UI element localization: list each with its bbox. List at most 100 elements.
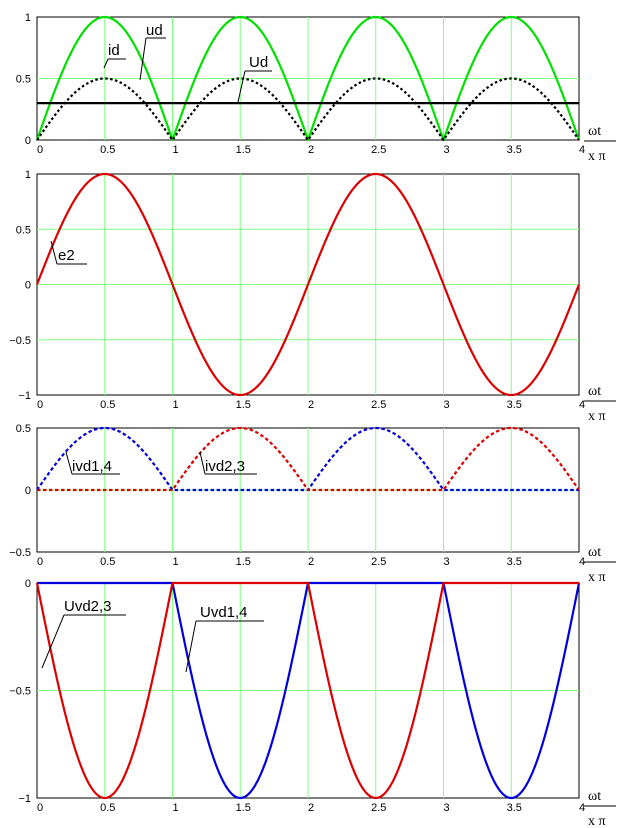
x-axis-unit: ωt x π bbox=[584, 789, 616, 828]
series-group bbox=[35, 15, 581, 142]
y-tick-labels: 00.51 bbox=[16, 12, 31, 147]
y-tick-label: −0.5 bbox=[9, 335, 31, 347]
series-name-ivd23: ivd2,3 bbox=[205, 458, 245, 475]
series-group bbox=[36, 426, 580, 492]
x-unit-bottom: x π bbox=[588, 814, 606, 828]
x-tick-label: 3.5 bbox=[507, 399, 522, 411]
x-tick-label: 0 bbox=[37, 802, 43, 814]
x-tick-label: 3 bbox=[443, 802, 449, 814]
x-unit-bottom: x π bbox=[588, 149, 606, 164]
y-tick-label: −0.5 bbox=[9, 686, 31, 698]
x-tick-label: 1 bbox=[172, 556, 178, 568]
x-tick-label: 1.5 bbox=[236, 399, 251, 411]
chart-panel-1: 00.51 0 0.5 1 1.5 2 2.5 3 3.5 4 ud id Ud ωt x π bbox=[16, 12, 616, 164]
y-tick-label: 0 bbox=[25, 135, 31, 147]
series-label-ud: ud bbox=[139, 22, 166, 81]
x-tick-label: 1.5 bbox=[236, 556, 251, 568]
y-tick-labels: −1 −0.5 0 0.5 1 bbox=[9, 169, 31, 402]
y-tick-label: 0.5 bbox=[16, 224, 31, 236]
series-name-Uvd23: Uvd2,3 bbox=[64, 598, 112, 615]
chart-panel-3: −0.5 0 0.5 0 0.5 1 1.5 2 2.5 3 3.5 4 ivd1,4 ivd2,3… bbox=[9, 423, 616, 585]
series-name-ivd14: ivd1,4 bbox=[72, 458, 112, 475]
series-label-ivd14: ivd1,4 bbox=[65, 451, 120, 475]
x-tick-labels: 0 0.5 1 1.5 2 2.5 3 3.5 4 bbox=[37, 399, 585, 411]
x-unit-top: ωt bbox=[588, 545, 601, 560]
y-tick-label: 1 bbox=[25, 12, 31, 24]
x-tick-label: 0.5 bbox=[100, 399, 115, 411]
y-tick-label: 0.5 bbox=[16, 74, 31, 86]
x-tick-label: 0 bbox=[37, 556, 43, 568]
x-unit-top: ωt bbox=[588, 789, 601, 804]
x-axis-unit: ωt x π bbox=[584, 545, 616, 585]
series-name-id: id bbox=[108, 42, 120, 59]
series-line-Uvd23 bbox=[35, 581, 580, 800]
series-label-e2: e2 bbox=[50, 240, 87, 265]
y-tick-label: −1 bbox=[18, 793, 31, 805]
x-axis-unit: ωt x π bbox=[584, 384, 616, 424]
series-name-Ud: Ud bbox=[249, 54, 268, 71]
x-tick-label: 4 bbox=[579, 556, 585, 568]
series-label-ivd23: ivd2,3 bbox=[199, 451, 257, 475]
x-tick-label: 3 bbox=[443, 399, 449, 411]
x-axis-unit: ωt x π bbox=[584, 124, 616, 164]
x-unit-bottom: x π bbox=[588, 570, 606, 585]
x-tick-label: 2 bbox=[308, 802, 314, 814]
series-group bbox=[35, 172, 581, 397]
x-tick-label: 2.5 bbox=[371, 802, 386, 814]
x-tick-label: 2 bbox=[308, 144, 314, 156]
x-tick-label: 1 bbox=[172, 802, 178, 814]
x-tick-label: 0.5 bbox=[100, 802, 115, 814]
y-tick-label: −1 bbox=[18, 390, 31, 402]
x-tick-label: 4 bbox=[579, 802, 585, 814]
x-unit-bottom: x π bbox=[588, 409, 606, 424]
grid-lines bbox=[37, 583, 579, 798]
series-line-e2 bbox=[35, 172, 581, 397]
x-tick-label: 2.5 bbox=[371, 556, 386, 568]
x-tick-label: 4 bbox=[579, 144, 585, 156]
series-name-e2: e2 bbox=[58, 247, 75, 264]
chart-panel-2: −1 −0.5 0 0.5 1 0 0.5 1 1.5 2 2.5 3 3.5 4 e2 ωt x π bbox=[9, 169, 616, 424]
x-tick-label: 3.5 bbox=[507, 144, 522, 156]
grid-lines bbox=[37, 17, 579, 140]
x-tick-label: 3.5 bbox=[507, 556, 522, 568]
y-tick-label: 0 bbox=[25, 578, 31, 590]
x-tick-label: 1.5 bbox=[236, 802, 251, 814]
series-label-Uvd23: Uvd2,3 bbox=[41, 598, 126, 669]
x-tick-label: 1 bbox=[172, 144, 178, 156]
series-line-ud bbox=[35, 15, 581, 142]
y-tick-label: 0 bbox=[25, 280, 31, 292]
x-tick-label: 2 bbox=[308, 399, 314, 411]
y-tick-labels: −1 −0.5 0 bbox=[9, 578, 31, 805]
x-tick-label: 0 bbox=[37, 399, 43, 411]
x-tick-label: 4 bbox=[579, 399, 585, 411]
y-tick-label: 0 bbox=[25, 485, 31, 497]
series-name-ud: ud bbox=[146, 22, 163, 39]
x-tick-labels: 0 0.5 1 1.5 2 2.5 3 3.5 4 bbox=[37, 556, 585, 568]
x-tick-label: 0 bbox=[37, 144, 43, 156]
x-tick-label: 0.5 bbox=[100, 144, 115, 156]
x-tick-label: 1 bbox=[172, 399, 178, 411]
y-tick-labels: −0.5 0 0.5 bbox=[9, 423, 31, 559]
x-unit-top: ωt bbox=[588, 384, 601, 399]
x-tick-label: 2.5 bbox=[371, 399, 386, 411]
series-line-ivd23 bbox=[36, 426, 580, 492]
x-tick-label: 2 bbox=[308, 556, 314, 568]
series-label-id: id bbox=[103, 42, 126, 69]
y-tick-label: 1 bbox=[25, 169, 31, 181]
x-tick-labels: 0 0.5 1 1.5 2 2.5 3 3.5 4 bbox=[37, 802, 585, 814]
x-tick-label: 3 bbox=[443, 556, 449, 568]
x-tick-label: 3 bbox=[443, 144, 449, 156]
series-group bbox=[35, 581, 581, 800]
y-tick-label: 0.5 bbox=[16, 423, 31, 435]
series-label-Ud: Ud bbox=[237, 54, 272, 103]
x-tick-label: 2.5 bbox=[371, 144, 386, 156]
x-tick-label: 0.5 bbox=[100, 556, 115, 568]
x-unit-top: ωt bbox=[588, 124, 601, 139]
y-tick-label: −0.5 bbox=[9, 547, 31, 559]
series-label-Uvd14: Uvd1,4 bbox=[185, 604, 264, 673]
x-tick-label: 1.5 bbox=[236, 144, 251, 156]
x-tick-label: 3.5 bbox=[507, 802, 522, 814]
series-name-Uvd14: Uvd1,4 bbox=[200, 604, 248, 621]
chart-panel-4: −1−0.50 0 0.5 1 1.5 2 2.5 3 3.5 4 Uvd2,3 Uvd1,4 … bbox=[9, 578, 616, 828]
